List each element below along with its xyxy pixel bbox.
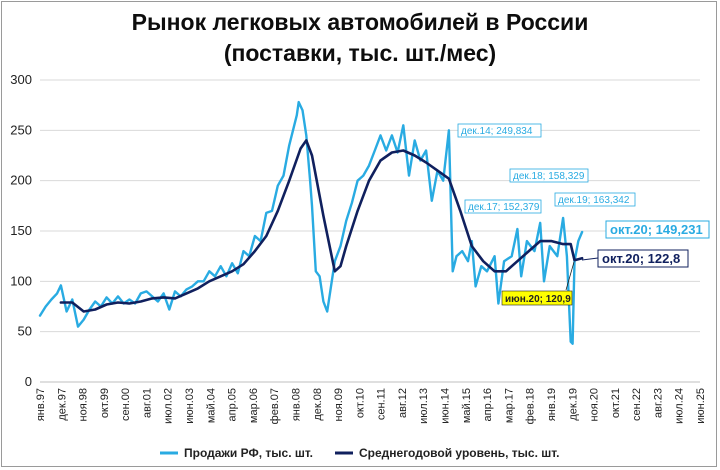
y-tick-label: 50: [18, 324, 32, 339]
gridlines: [40, 79, 700, 383]
chart-title-line2: (поставки, тыс. шт./мес): [224, 40, 496, 66]
callout-dec19: дек.19; 163,342: [554, 192, 636, 207]
x-tick-label: июл.24: [674, 388, 686, 424]
x-tick-label: ноя.98: [78, 388, 90, 421]
x-tick-label: окт.21: [610, 388, 622, 418]
legend: Продажи РФ, тыс. шт. Среднегодовой урове…: [160, 446, 559, 460]
callout-jun20-text: июн.20; 120,9: [505, 294, 571, 305]
legend-average-label: Среднегодовой уровень, тыс. шт.: [359, 446, 559, 460]
x-tick-label: авг.01: [141, 388, 153, 418]
callout-oct20-sales-text: окт.20; 149,231: [610, 222, 703, 237]
x-tick-label: ноя.20: [589, 388, 601, 421]
y-tick-label: 250: [10, 122, 32, 137]
x-tick-label: окт.99: [99, 388, 111, 418]
x-tick-label: май.15: [461, 388, 473, 423]
x-tick-label: авг.23: [652, 388, 664, 418]
x-tick-label: июн.14: [440, 388, 452, 424]
y-tick-label: 100: [10, 273, 32, 288]
callout-dec14: дек.14; 249,834: [457, 123, 542, 138]
callout-dec17-text: дек.17; 152,379: [468, 202, 540, 213]
x-axis-ticks: янв.97 дек.97 ноя.98 окт.99 сен.00 авг.01 июл.…: [35, 388, 707, 424]
callout-dec19-text: дек.19; 163,342: [558, 195, 630, 206]
y-tick-label: 0: [25, 374, 32, 389]
x-tick-label: дек.19: [567, 388, 579, 421]
x-tick-label: янв.19: [546, 388, 558, 421]
x-tick-label: фев.07: [269, 388, 281, 424]
callout-oct20-avg: окт.20; 122,8: [581, 249, 689, 268]
x-tick-label: июн.25: [695, 388, 707, 424]
x-tick-label: ноя.09: [333, 388, 345, 421]
x-tick-label: окт.10: [354, 388, 366, 418]
callout-oct20-sales: окт.20; 149,231: [605, 220, 710, 239]
x-tick-label: сен.22: [631, 388, 643, 421]
callout-dec18: дек.18; 158,329: [509, 168, 589, 183]
x-tick-label: июл.13: [418, 388, 430, 424]
series-sales-line: [38, 100, 584, 345]
y-tick-label: 300: [10, 72, 32, 87]
x-tick-label: дек.97: [56, 388, 68, 421]
callout-dec14-text: дек.14; 249,834: [461, 126, 533, 137]
legend-sales-label: Продажи РФ, тыс. шт.: [184, 446, 313, 460]
x-tick-label: апр.05: [227, 388, 239, 421]
x-tick-label: сен.11: [376, 388, 388, 420]
chart-title-line1: Рынок легковых автомобилей в России: [132, 9, 589, 35]
x-tick-label: июл.02: [163, 388, 175, 424]
x-tick-label: янв.08: [290, 388, 302, 421]
y-axis-ticks: 0 50 100 150 200 250 300: [10, 72, 32, 389]
x-tick-label: май.04: [205, 388, 217, 423]
x-tick-label: фев.18: [525, 388, 537, 424]
callout-jun20: июн.20; 120,9: [501, 261, 575, 306]
series-layer: [38, 100, 584, 345]
x-tick-label: сен.00: [120, 388, 132, 421]
y-tick-label: 200: [10, 173, 32, 188]
x-tick-label: дек.08: [312, 388, 324, 421]
series-average-line: [59, 139, 584, 313]
x-tick-label: мар.06: [248, 388, 260, 423]
callout-dec17: дек.17; 152,379: [464, 199, 542, 214]
x-tick-label: мар.17: [503, 388, 515, 423]
callout-dec18-text: дек.18; 158,329: [513, 171, 585, 182]
x-tick-label: апр.16: [482, 388, 494, 421]
x-tick-label: июн.03: [184, 388, 196, 424]
x-tick-label: янв.97: [35, 388, 47, 421]
callout-oct20-avg-text: окт.20; 122,8: [602, 251, 680, 266]
y-tick-label: 150: [10, 223, 32, 238]
x-tick-label: авг.12: [397, 388, 409, 418]
